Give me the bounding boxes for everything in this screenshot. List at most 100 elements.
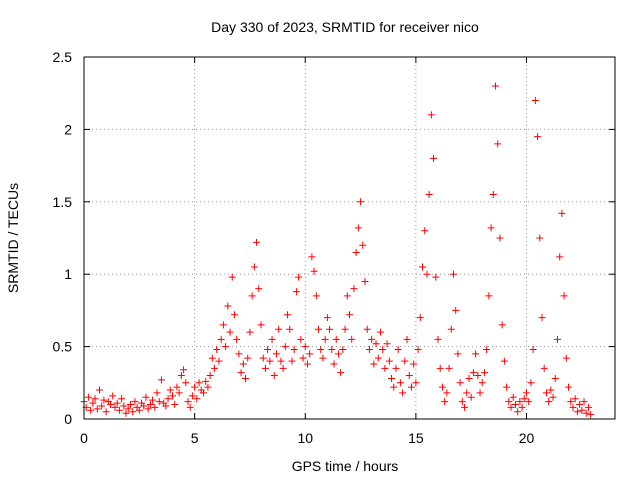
data-point <box>339 345 347 353</box>
data-point <box>84 393 92 401</box>
data-point <box>427 111 435 119</box>
data-point <box>430 154 438 162</box>
data-point <box>328 345 336 353</box>
data-point <box>95 386 103 394</box>
data-point <box>193 395 201 403</box>
data-point <box>388 374 396 382</box>
data-point <box>191 383 199 391</box>
y-axis-label: SRMTID / TECUs <box>5 183 21 293</box>
data-point <box>102 408 110 416</box>
data-point <box>536 234 544 242</box>
data-point <box>157 376 165 384</box>
data-point <box>118 395 126 403</box>
data-point <box>279 364 287 372</box>
data-point <box>213 345 221 353</box>
data-point <box>169 392 176 400</box>
data-point <box>199 389 207 397</box>
data-point <box>463 389 471 397</box>
data-point <box>259 354 267 362</box>
data-point <box>531 96 539 104</box>
data-point <box>472 350 480 358</box>
data-point <box>98 402 106 410</box>
data-point <box>374 354 382 362</box>
data-point <box>303 360 311 368</box>
data-point <box>219 321 227 329</box>
data-point <box>507 403 515 411</box>
data-point <box>124 405 132 413</box>
data-point <box>226 328 234 336</box>
data-point <box>489 191 497 199</box>
data-point <box>149 396 157 404</box>
data-point <box>381 364 389 372</box>
data-point <box>542 389 550 397</box>
data-point <box>323 314 331 322</box>
data-point <box>582 409 590 417</box>
data-point <box>182 379 190 387</box>
data-point <box>469 369 477 377</box>
data-point <box>301 343 309 351</box>
data-point <box>492 82 500 90</box>
data-point <box>414 345 422 353</box>
data-point <box>255 285 263 293</box>
data-point <box>407 383 415 391</box>
data-point <box>135 406 143 414</box>
data-point <box>567 398 575 406</box>
data-point <box>312 292 320 300</box>
y-tick-label: 0.5 <box>53 339 73 355</box>
data-point <box>341 325 349 333</box>
data-point <box>478 379 486 387</box>
data-point <box>184 398 192 406</box>
data-point <box>215 357 223 365</box>
data-point <box>253 238 261 246</box>
data-point <box>518 403 526 411</box>
data-point <box>131 398 139 406</box>
data-point <box>520 395 528 403</box>
data-point <box>545 398 553 406</box>
data-point <box>573 408 581 416</box>
data-point <box>111 403 119 411</box>
data-point <box>346 311 353 319</box>
data-point <box>177 372 185 380</box>
data-point <box>445 364 453 372</box>
data-point <box>175 389 183 397</box>
data-point <box>235 350 243 358</box>
data-point <box>401 357 409 365</box>
data-point <box>288 357 296 365</box>
x-axis-label: GPS time / hours <box>292 458 399 474</box>
data-point <box>268 335 276 343</box>
data-point <box>549 393 557 401</box>
data-point <box>584 403 592 411</box>
data-point <box>363 325 371 333</box>
data-point <box>290 345 298 353</box>
x-tick-label: 10 <box>297 430 313 446</box>
data-point <box>244 354 252 362</box>
data-point <box>217 335 225 343</box>
x-tick-label: 15 <box>408 430 424 446</box>
data-point <box>171 401 179 409</box>
data-point <box>376 328 384 336</box>
data-point <box>576 401 584 409</box>
data-point <box>230 311 238 319</box>
data-point <box>436 364 444 372</box>
data-point <box>315 325 323 333</box>
data-point <box>487 224 495 232</box>
data-point <box>164 395 172 403</box>
data-point <box>441 398 449 406</box>
data-point <box>186 403 194 411</box>
data-point <box>454 350 462 358</box>
data-point <box>321 335 329 343</box>
data-point <box>425 191 433 199</box>
data-point <box>357 198 365 206</box>
y-tick-label: 0 <box>64 411 72 427</box>
data-point <box>144 405 152 413</box>
data-point <box>565 383 573 391</box>
data-point <box>337 369 345 377</box>
x-tick-label: 20 <box>519 430 535 446</box>
data-point <box>514 408 522 416</box>
data-point <box>359 241 367 249</box>
data-point <box>142 393 150 401</box>
data-point <box>458 398 466 406</box>
data-point <box>242 374 250 382</box>
data-point <box>208 354 216 362</box>
data-point <box>180 366 188 374</box>
